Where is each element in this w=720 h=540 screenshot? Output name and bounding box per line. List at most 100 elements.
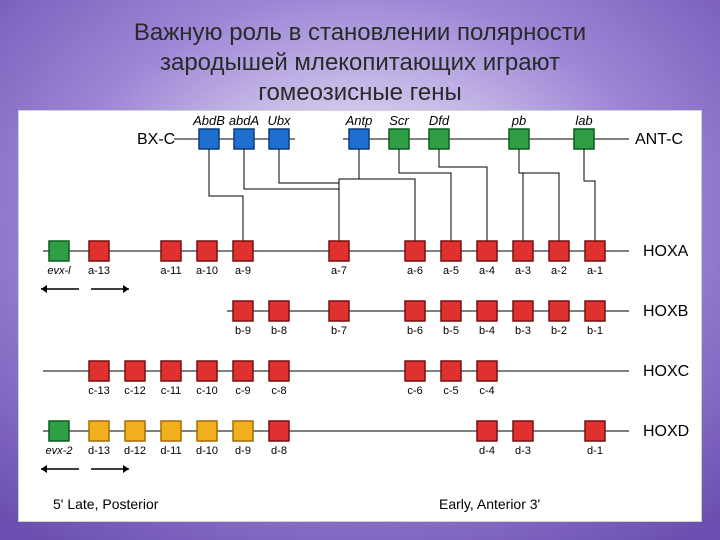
connector bbox=[399, 149, 451, 241]
gene-HOXC-9 bbox=[233, 361, 253, 381]
top-gene-Scr bbox=[389, 129, 409, 149]
gene-HOXC-11 bbox=[161, 361, 181, 381]
top-gene-label-lab: lab bbox=[575, 113, 592, 128]
gene-HOXA-9 bbox=[233, 241, 253, 261]
slide-title: Важную роль в становлении полярностизаро… bbox=[0, 18, 720, 108]
gene-label-HOXC-11: c-11 bbox=[161, 385, 182, 397]
gene-label-HOXA-6: a-6 bbox=[407, 265, 423, 277]
row-name-HOXC: HOXC bbox=[643, 363, 689, 380]
connector bbox=[584, 149, 595, 241]
connector bbox=[519, 149, 523, 241]
connector bbox=[359, 149, 415, 241]
title-line: гомеозисные гены bbox=[0, 78, 720, 108]
gene-HOXA-2 bbox=[549, 241, 569, 261]
gene-HOXC-10 bbox=[197, 361, 217, 381]
arrow-hoxa-right-head bbox=[123, 285, 129, 293]
gene-HOXA-3 bbox=[513, 241, 533, 261]
gene-label-HOXB-1: b-1 bbox=[587, 325, 603, 337]
gene-label-HOXA-evx: evx-l bbox=[47, 265, 71, 277]
gene-HOXD-13 bbox=[89, 421, 109, 441]
gene-label-HOXB-9: b-9 bbox=[235, 325, 251, 337]
gene-label-HOXC-4: c-4 bbox=[479, 385, 494, 397]
top-gene-abdA bbox=[234, 129, 254, 149]
top-gene-Dfd bbox=[429, 129, 449, 149]
gene-HOXD-11 bbox=[161, 421, 181, 441]
gene-HOXC-8 bbox=[269, 361, 289, 381]
connector bbox=[339, 149, 359, 241]
gene-HOXC-5 bbox=[441, 361, 461, 381]
top-gene-label-AbdB: AbdB bbox=[192, 113, 225, 128]
gene-HOXA-6 bbox=[405, 241, 425, 261]
arrow-hoxd-right-head bbox=[123, 465, 129, 473]
gene-HOXB-7 bbox=[329, 301, 349, 321]
top-gene-label-Dfd: Dfd bbox=[429, 113, 450, 128]
gene-label-HOXA-13: a-13 bbox=[88, 265, 110, 277]
gene-HOXD-9 bbox=[233, 421, 253, 441]
top-gene-Antp bbox=[349, 129, 369, 149]
arrow-hoxa-left-head bbox=[41, 285, 47, 293]
gene-HOXD-10 bbox=[197, 421, 217, 441]
gene-HOXC-13 bbox=[89, 361, 109, 381]
diagram-panel: BX-CANT-CAbdBabdAUbxAntpScrDfdpblabHOXAe… bbox=[18, 110, 702, 522]
gene-label-HOXC-8: c-8 bbox=[271, 385, 286, 397]
gene-label-HOXD-8: d-8 bbox=[271, 445, 287, 457]
gene-label-HOXD-3: d-3 bbox=[515, 445, 531, 457]
gene-label-HOXB-5: b-5 bbox=[443, 325, 459, 337]
gene-HOXB-9 bbox=[233, 301, 253, 321]
gene-label-HOXC-12: c-12 bbox=[124, 385, 145, 397]
row-name-HOXA: HOXA bbox=[643, 243, 689, 260]
gene-label-HOXD-1: d-1 bbox=[587, 445, 603, 457]
gene-HOXC-6 bbox=[405, 361, 425, 381]
top-gene-label-abdA: abdA bbox=[229, 113, 259, 128]
gene-label-HOXB-4: b-4 bbox=[479, 325, 495, 337]
gene-HOXD-4 bbox=[477, 421, 497, 441]
arrow-hoxd-left-head bbox=[41, 465, 47, 473]
antc-label: ANT-C bbox=[635, 131, 683, 148]
gene-label-HOXA-7: a-7 bbox=[331, 265, 347, 277]
caption-right: Early, Anterior 3' bbox=[439, 496, 540, 512]
gene-label-HOXB-8: b-8 bbox=[271, 325, 287, 337]
connector bbox=[279, 149, 339, 241]
gene-HOXD-1 bbox=[585, 421, 605, 441]
connector bbox=[519, 149, 559, 241]
top-gene-label-Antp: Antp bbox=[345, 113, 373, 128]
gene-HOXA-10 bbox=[197, 241, 217, 261]
top-gene-pb bbox=[509, 129, 529, 149]
title-line: Важную роль в становлении полярности bbox=[0, 18, 720, 48]
gene-HOXD-evx bbox=[49, 421, 69, 441]
gene-label-HOXD-4: d-4 bbox=[479, 445, 495, 457]
gene-HOXB-8 bbox=[269, 301, 289, 321]
gene-HOXA-1 bbox=[585, 241, 605, 261]
gene-HOXA-11 bbox=[161, 241, 181, 261]
gene-label-HOXD-10: d-10 bbox=[196, 445, 218, 457]
gene-label-HOXA-9: a-9 bbox=[235, 265, 251, 277]
gene-label-HOXD-11: d-11 bbox=[160, 445, 181, 457]
top-gene-label-pb: pb bbox=[511, 113, 526, 128]
gene-label-HOXA-10: a-10 bbox=[196, 265, 218, 277]
connector bbox=[244, 149, 339, 241]
gene-label-HOXD-evx: evx-2 bbox=[46, 445, 73, 457]
gene-label-HOXA-3: a-3 bbox=[515, 265, 531, 277]
gene-label-HOXC-6: c-6 bbox=[407, 385, 422, 397]
gene-HOXB-1 bbox=[585, 301, 605, 321]
gene-HOXD-3 bbox=[513, 421, 533, 441]
gene-label-HOXD-9: d-9 bbox=[235, 445, 251, 457]
gene-label-HOXA-1: a-1 bbox=[587, 265, 603, 277]
gene-HOXD-8 bbox=[269, 421, 289, 441]
top-gene-label-Ubx: Ubx bbox=[267, 113, 291, 128]
gene-HOXB-4 bbox=[477, 301, 497, 321]
gene-HOXB-2 bbox=[549, 301, 569, 321]
gene-HOXB-5 bbox=[441, 301, 461, 321]
row-name-HOXD: HOXD bbox=[643, 423, 689, 440]
gene-HOXC-12 bbox=[125, 361, 145, 381]
top-gene-AbdB bbox=[199, 129, 219, 149]
gene-label-HOXC-10: c-10 bbox=[196, 385, 217, 397]
gene-HOXA-5 bbox=[441, 241, 461, 261]
gene-label-HOXC-13: c-13 bbox=[88, 385, 109, 397]
title-line: зародышей млекопитающих играют bbox=[0, 48, 720, 78]
gene-HOXA-4 bbox=[477, 241, 497, 261]
gene-HOXA-13 bbox=[89, 241, 109, 261]
bxc-label: BX-C bbox=[137, 131, 175, 148]
gene-label-HOXC-9: c-9 bbox=[235, 385, 250, 397]
connector bbox=[209, 149, 243, 241]
